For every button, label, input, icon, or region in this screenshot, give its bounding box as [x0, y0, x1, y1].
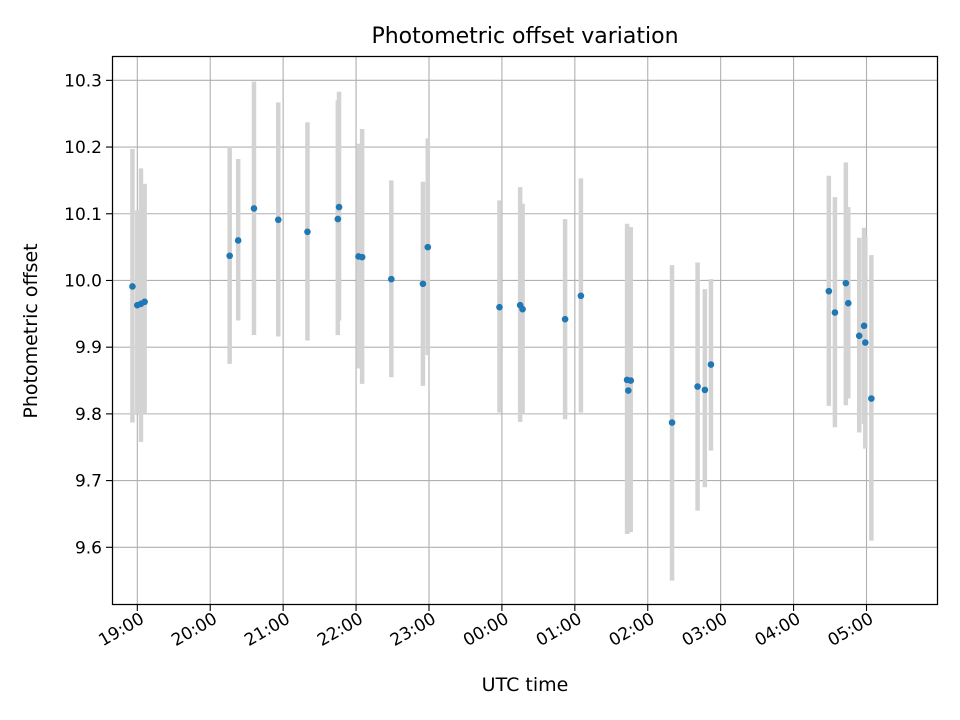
data-point — [424, 243, 432, 251]
data-point — [627, 377, 635, 384]
data-point — [519, 305, 526, 313]
y-tick-label: 10.1 — [64, 205, 102, 225]
data-point — [694, 383, 701, 390]
data-point — [577, 292, 585, 300]
x-axis-label: UTC time — [482, 674, 569, 696]
data-point — [334, 215, 342, 223]
plot-frame — [111, 55, 939, 606]
data-point — [825, 287, 833, 295]
data-point — [860, 322, 868, 330]
data-point — [141, 298, 148, 306]
data-point — [831, 309, 839, 316]
data-point — [668, 419, 676, 426]
y-tick-label: 9.8 — [75, 405, 102, 425]
data-point — [844, 299, 852, 307]
data-point — [388, 275, 395, 283]
y-tick-label: 9.6 — [75, 538, 102, 558]
data-point — [358, 253, 366, 261]
data-point — [701, 386, 709, 394]
y-tick-label: 9.9 — [75, 338, 102, 358]
data-point — [625, 387, 632, 394]
data-point — [707, 361, 715, 368]
data-point — [861, 339, 869, 346]
data-point — [561, 315, 569, 323]
y-axis-ticks: 9.6 9.7 9.8 9.9 10.0 10.1 10.2 10.3 — [64, 71, 113, 558]
data-point — [234, 237, 242, 244]
data-point — [335, 203, 343, 211]
data-point — [304, 228, 311, 236]
chart-title: Photometric offset variation — [371, 24, 678, 49]
y-tick-label: 9.7 — [75, 472, 102, 492]
data-point — [868, 395, 875, 402]
data-point — [129, 283, 136, 290]
data-point — [419, 280, 427, 288]
data-point — [274, 216, 282, 224]
data-point — [842, 279, 850, 287]
data-point — [226, 252, 233, 260]
y-tick-label: 10.2 — [64, 138, 102, 158]
y-axis-label: Photometric offset — [20, 243, 42, 418]
y-tick-label: 10.3 — [64, 71, 102, 91]
y-tick-label: 10.0 — [64, 271, 102, 291]
data-point — [855, 332, 863, 340]
data-point — [496, 303, 503, 311]
data-points — [129, 203, 875, 426]
data-point — [250, 205, 258, 212]
